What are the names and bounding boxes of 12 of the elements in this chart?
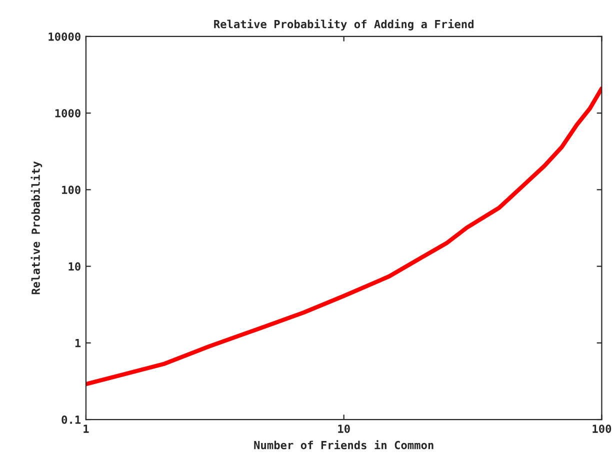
y-tick-label: 0.1: [62, 415, 81, 424]
chart-title: Relative Probability of Adding a Friend: [214, 19, 474, 30]
y-axis-title: Relative Probability: [30, 161, 42, 294]
x-tick-label: 10: [338, 424, 350, 433]
x-tick-label: 1: [84, 424, 89, 433]
y-tick-label: 100: [62, 186, 80, 194]
y-tick-label: 10: [68, 262, 80, 271]
y-tick-label: 10000: [48, 32, 80, 41]
x-tick-label: 100: [592, 424, 612, 433]
y-tick-label: 1000: [55, 109, 80, 118]
y-tick-label: 1: [75, 339, 81, 348]
x-axis-title: Number of Friends in Common: [254, 440, 434, 450]
